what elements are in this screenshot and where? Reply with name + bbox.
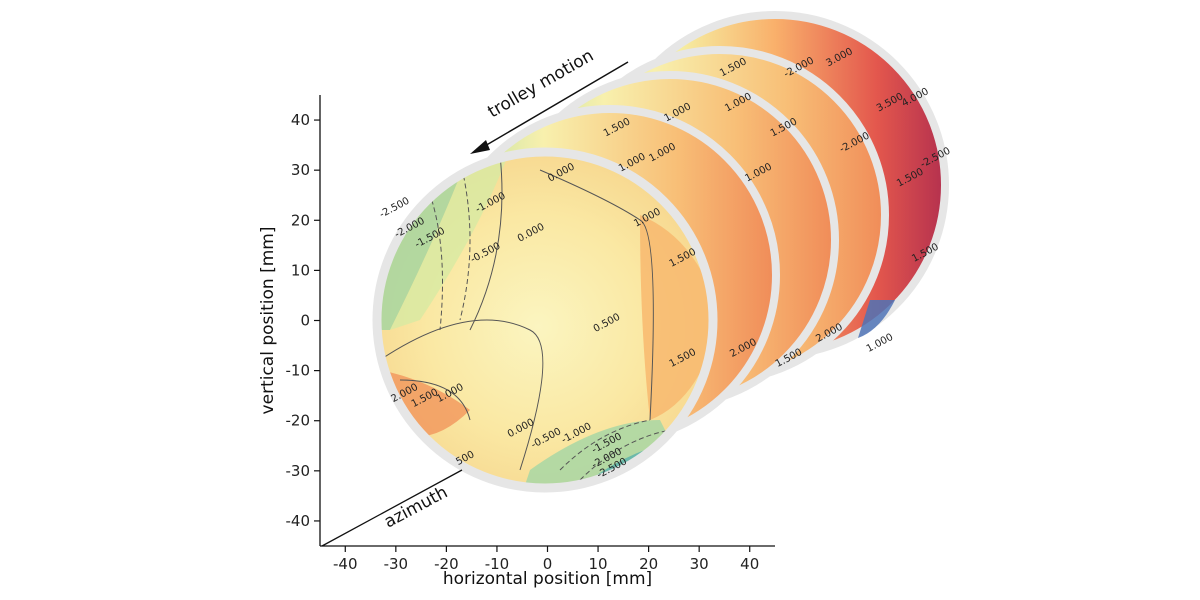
axes: -40 -30 -20 -10 0 10 20 30 40 -40 -30 -20 -10 0 10 20 30… xyxy=(258,95,775,589)
x-tick-label: -20 xyxy=(434,555,459,573)
y-tick-label: 30 xyxy=(291,161,310,179)
x-axis-title: horizontal position [mm] xyxy=(443,569,652,589)
contour-label: -2.500 xyxy=(378,196,412,221)
trolley-arrowhead xyxy=(470,140,490,154)
contour-label: 1.000 xyxy=(865,332,895,355)
trolley-arrow xyxy=(477,61,629,151)
y-tick-label: 40 xyxy=(291,111,310,129)
y-tick-label: -10 xyxy=(286,362,311,380)
slice-front xyxy=(372,147,718,493)
x-tick-label: 40 xyxy=(740,555,759,573)
y-tick-label: -40 xyxy=(286,512,311,530)
x-tick-label: 30 xyxy=(690,555,709,573)
x-tick-label: -10 xyxy=(485,555,510,573)
y-tick-label: 10 xyxy=(291,261,310,279)
y-tick-label: 0 xyxy=(300,312,310,330)
x-tick-label: 10 xyxy=(589,555,608,573)
front-left-band-2 xyxy=(390,152,510,330)
x-tick-label: -40 xyxy=(333,555,358,573)
azimuth-annotation: azimuth xyxy=(321,469,463,547)
azimuth-label: azimuth xyxy=(381,482,451,532)
x-tick-label: -30 xyxy=(384,555,409,573)
front-right-ridge xyxy=(640,215,713,420)
y-axis-title: vertical position [mm] xyxy=(258,227,278,415)
front-contours xyxy=(379,154,671,481)
y-tick-label: 20 xyxy=(291,211,310,229)
azimuth-line xyxy=(321,469,463,547)
y-tick-label: -30 xyxy=(286,462,311,480)
slice-back-blue-edge xyxy=(858,300,895,338)
x-tick-label: 0 xyxy=(543,555,553,573)
x-tick-label: 20 xyxy=(639,555,658,573)
y-tick-label: -20 xyxy=(286,412,311,430)
